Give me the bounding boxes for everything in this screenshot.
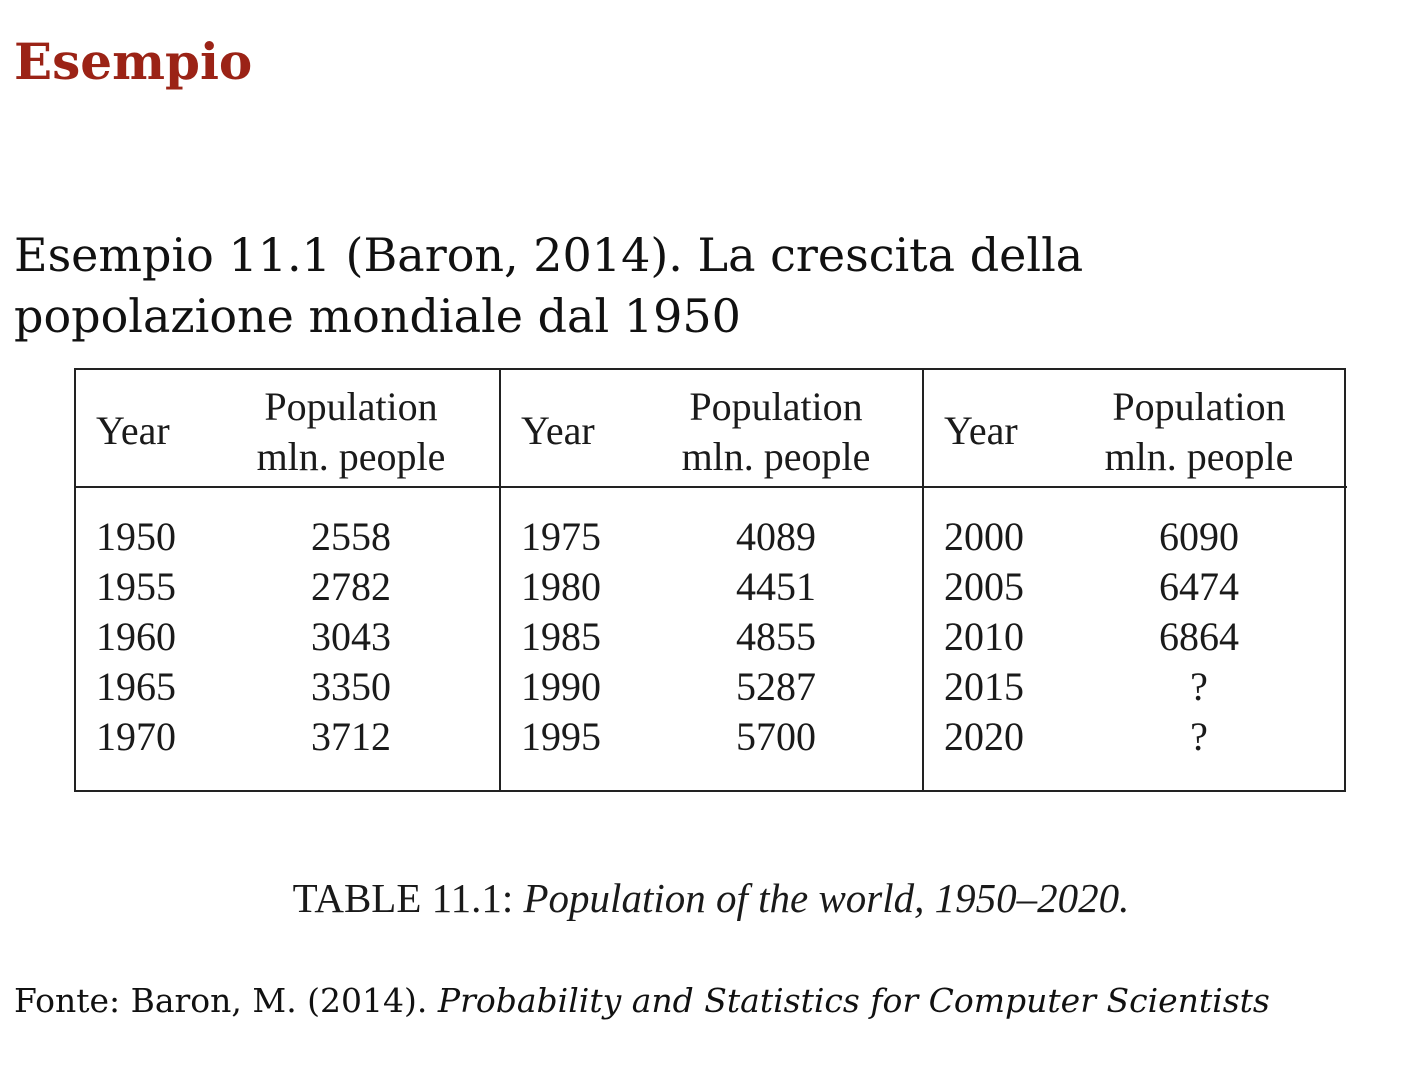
table-body: 1950 2558 1955 2782 1960 3043 1965 3350 …	[76, 512, 499, 762]
table-column-group-1: Year Population mln. people 1950 2558 19…	[76, 370, 499, 790]
header-population-line-1: Population	[264, 384, 438, 429]
table-row: 2005 6474	[924, 562, 1347, 612]
cell-year: 2000	[944, 514, 1024, 559]
table-row: 1955 2782	[76, 562, 499, 612]
cell-year: 1990	[521, 664, 601, 709]
header-population: Population mln. people	[226, 382, 476, 482]
table-row: 2000 6090	[924, 512, 1347, 562]
header-population: Population mln. people	[651, 382, 901, 482]
table-column-group-3: Year Population mln. people 2000 6090 20…	[922, 370, 1347, 790]
cell-population: 4855	[736, 614, 816, 659]
cell-population: ?	[1190, 664, 1208, 709]
example-intro-line-2: popolazione mondiale dal 1950	[14, 289, 741, 343]
cell-year: 1975	[521, 514, 601, 559]
table-row: 1970 3712	[76, 712, 499, 762]
cell-year: 1980	[521, 564, 601, 609]
cell-year: 1985	[521, 614, 601, 659]
cell-year: 1950	[96, 514, 176, 559]
cell-population: 3712	[311, 714, 391, 759]
table-row: 1985 4855	[501, 612, 924, 662]
cell-year: 2015	[944, 664, 1024, 709]
cell-population: 6864	[1159, 614, 1239, 659]
table-row: 1975 4089	[501, 512, 924, 562]
header-year: Year	[96, 408, 170, 453]
cell-population: 3043	[311, 614, 391, 659]
cell-year: 1965	[96, 664, 176, 709]
table-column-group-2: Year Population mln. people 1975 4089 19…	[499, 370, 924, 790]
cell-year: 2005	[944, 564, 1024, 609]
table-row: 1960 3043	[76, 612, 499, 662]
cell-population: 6090	[1159, 514, 1239, 559]
cell-population: 5287	[736, 664, 816, 709]
header-year: Year	[944, 408, 1018, 453]
cell-population: 2782	[311, 564, 391, 609]
table-row: 1990 5287	[501, 662, 924, 712]
table-row: 2010 6864	[924, 612, 1347, 662]
header-population-line-1: Population	[689, 384, 863, 429]
table-caption: TABLE 11.1: Population of the world, 195…	[0, 870, 1406, 926]
table-caption-text: Population of the world, 1950–2020.	[523, 875, 1130, 921]
header-year: Year	[521, 408, 595, 453]
table-row: 1950 2558	[76, 512, 499, 562]
source-citation: Fonte: Baron, M. (2014). Probability and…	[14, 978, 1394, 1024]
cell-population: 4089	[736, 514, 816, 559]
cell-year: 1970	[96, 714, 176, 759]
table-header: Year Population mln. people	[76, 370, 499, 488]
table-row: 2015 ?	[924, 662, 1347, 712]
example-intro: Esempio 11.1 (Baron, 2014). La crescita …	[14, 225, 1314, 347]
cell-year: 1955	[96, 564, 176, 609]
header-population-line-2: mln. people	[1104, 434, 1294, 479]
cell-year: 1960	[96, 614, 176, 659]
table-row: 1965 3350	[76, 662, 499, 712]
table-row: 2020 ?	[924, 712, 1347, 762]
header-population-line-2: mln. people	[681, 434, 871, 479]
cell-year: 2020	[944, 714, 1024, 759]
header-population-line-1: Population	[1112, 384, 1286, 429]
table-row: 1995 5700	[501, 712, 924, 762]
source-book-title: Probability and Statistics for Computer …	[437, 981, 1270, 1020]
cell-population: 2558	[311, 514, 391, 559]
cell-population: 3350	[311, 664, 391, 709]
slide-title: Esempio	[14, 32, 253, 91]
header-population: Population mln. people	[1074, 382, 1324, 482]
cell-year: 1995	[521, 714, 601, 759]
table-row: 1980 4451	[501, 562, 924, 612]
cell-population: 5700	[736, 714, 816, 759]
example-intro-line-1: Esempio 11.1 (Baron, 2014). La crescita …	[14, 228, 1084, 282]
cell-year: 2010	[944, 614, 1024, 659]
header-population-line-2: mln. people	[256, 434, 446, 479]
cell-population: 6474	[1159, 564, 1239, 609]
cell-population: ?	[1190, 714, 1208, 759]
table-header: Year Population mln. people	[924, 370, 1347, 488]
table-body: 1975 4089 1980 4451 1985 4855 1990 5287 …	[501, 512, 924, 762]
table-body: 2000 6090 2005 6474 2010 6864 2015 ? 202…	[924, 512, 1347, 762]
table-header: Year Population mln. people	[501, 370, 924, 488]
source-prefix: Fonte: Baron, M. (2014).	[14, 981, 428, 1020]
population-table: Year Population mln. people 1950 2558 19…	[74, 368, 1347, 792]
table-caption-label: TABLE 11.1:	[292, 875, 514, 921]
cell-population: 4451	[736, 564, 816, 609]
